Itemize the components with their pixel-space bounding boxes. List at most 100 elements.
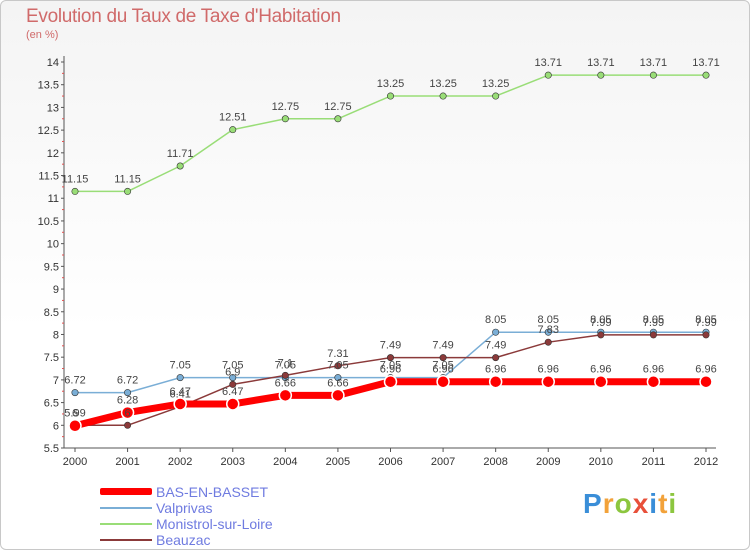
data-label: 6.96 [538, 364, 559, 376]
y-tick-label: 13 [47, 102, 59, 114]
y-tick-label: 7 [53, 375, 59, 387]
data-label: 7.99 [590, 317, 611, 329]
data-label: 6.47 [169, 386, 190, 398]
data-point [229, 374, 237, 382]
data-label: 8.05 [485, 314, 506, 326]
data-label: 7.05 [222, 360, 243, 372]
data-label: 12.51 [219, 112, 247, 124]
data-label: 13.25 [482, 78, 510, 90]
data-point [597, 71, 605, 79]
data-label: 7.83 [538, 324, 559, 336]
data-point [544, 338, 552, 346]
x-tick-label: 2009 [536, 456, 560, 468]
data-label: 7.05 [275, 360, 296, 372]
y-tick-label: 12 [47, 148, 59, 160]
data-point [439, 92, 447, 100]
data-point [544, 71, 552, 79]
data-label: 11.15 [62, 173, 89, 185]
data-point [124, 187, 132, 195]
data-label: 8.05 [538, 314, 559, 326]
y-tick-label: 10 [47, 239, 59, 251]
proxiti-logo: Proxiti [583, 488, 678, 519]
data-label: 7.99 [643, 317, 664, 329]
data-point [229, 380, 237, 388]
legend-label: Monistrol-sur-Loire [156, 516, 273, 532]
data-point [436, 374, 450, 389]
data-point [176, 162, 184, 170]
data-point [702, 331, 710, 339]
chart-title: Evolution du Taux de Taxe d'Habitation [26, 6, 341, 27]
data-point [649, 331, 657, 339]
data-point [124, 421, 132, 429]
data-label: 8.05 [590, 314, 611, 326]
data-point [176, 374, 184, 382]
x-tick-label: 2004 [273, 456, 297, 468]
data-label: 13.71 [640, 57, 668, 69]
data-point [71, 389, 79, 397]
data-point [649, 71, 657, 79]
data-label: 8.05 [643, 314, 664, 326]
data-label: 7.49 [485, 340, 506, 352]
data-point [281, 371, 289, 379]
data-label: 6.96 [590, 364, 611, 376]
data-label: 13.71 [692, 57, 720, 69]
x-tick-label: 2008 [483, 456, 507, 468]
data-point [597, 331, 605, 339]
data-label: 12.75 [324, 101, 352, 113]
legend-label: BAS-EN-BASSET [156, 484, 269, 500]
data-point [492, 92, 500, 100]
data-point [488, 374, 503, 389]
legend-label: Valprivas [156, 500, 213, 516]
data-point [226, 397, 240, 411]
data-label: 13.71 [587, 57, 615, 69]
data-point [334, 115, 342, 123]
data-label: 7.05 [380, 360, 401, 372]
data-point [68, 418, 82, 433]
data-point [699, 374, 713, 389]
data-label: 7.05 [432, 360, 453, 372]
data-point [386, 354, 394, 362]
legend-label: Beauzac [156, 532, 211, 548]
legend-swatch [100, 488, 152, 495]
data-point [281, 115, 289, 123]
data-label: 7.99 [695, 317, 716, 329]
data-label: 6 [72, 407, 78, 419]
data-label: 6.96 [695, 364, 716, 376]
data-label: 6.41 [169, 389, 190, 401]
data-point [229, 126, 237, 134]
data-label: 6.9 [225, 366, 240, 378]
x-tick-label: 2006 [378, 456, 402, 468]
data-label: 6.96 [380, 364, 401, 376]
data-label: 8.05 [695, 314, 716, 326]
data-point [386, 92, 394, 100]
data-point [541, 374, 555, 389]
data-label: 6.47 [222, 386, 243, 398]
x-tick-label: 2001 [115, 456, 139, 468]
data-point [646, 374, 661, 389]
legend-swatch [100, 507, 152, 509]
data-point [594, 374, 608, 389]
data-label: 7.1 [278, 357, 293, 369]
x-tick-label: 2003 [221, 456, 245, 468]
y-tick-label: 14 [47, 57, 59, 69]
data-label: 7.05 [169, 360, 190, 372]
chart-subtitle: (en %) [26, 29, 59, 41]
data-label: 7.05 [327, 360, 348, 372]
x-tick-label: 2005 [326, 456, 350, 468]
y-tick-label: 6 [53, 420, 59, 432]
y-tick-label: 7.5 [44, 352, 59, 364]
x-tick-label: 2007 [431, 456, 455, 468]
data-point [492, 328, 500, 336]
x-tick-label: 2011 [642, 456, 666, 468]
data-label: 6 [125, 407, 131, 419]
y-tick-label: 11.5 [38, 171, 59, 183]
data-point [702, 71, 710, 79]
y-tick-label: 9 [53, 284, 59, 296]
legend-swatch [100, 523, 152, 525]
data-point [544, 328, 552, 336]
data-point [492, 354, 500, 362]
y-tick-label: 8 [53, 329, 59, 341]
data-label: 13.25 [429, 78, 457, 90]
